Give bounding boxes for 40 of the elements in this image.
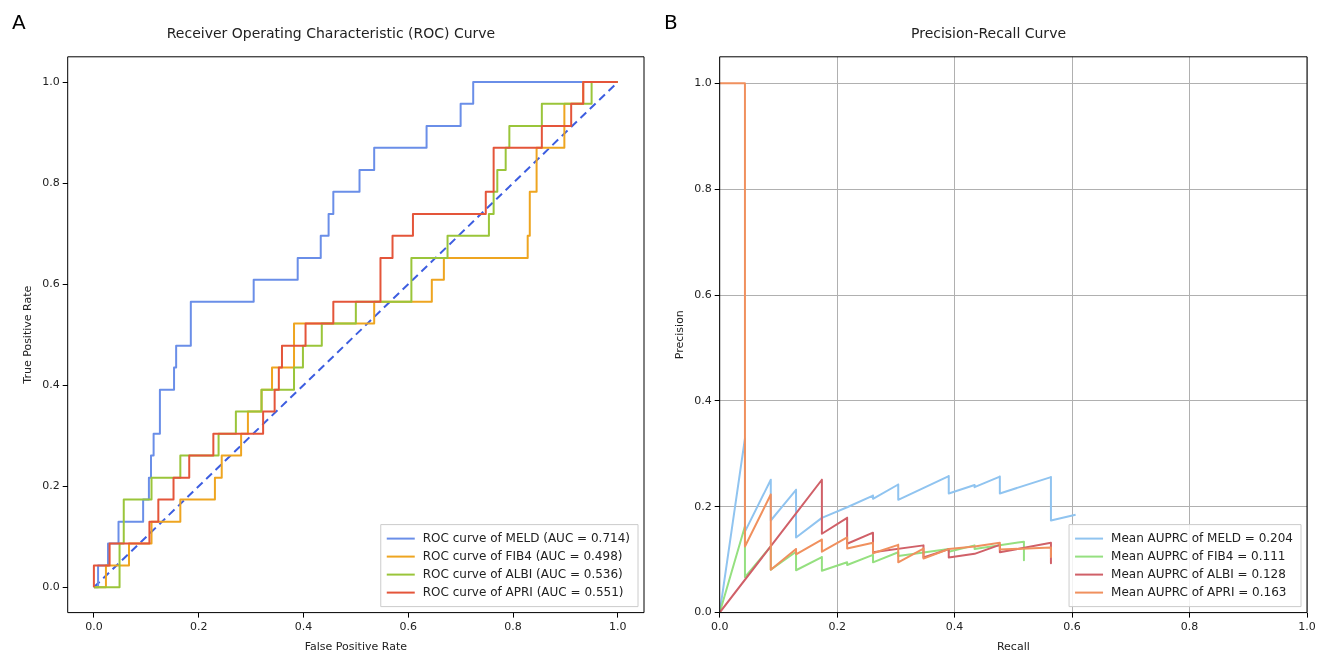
legend-label: ROC curve of MELD (AUC = 0.714) bbox=[422, 530, 631, 545]
x-tick-label: 0.0 bbox=[85, 620, 103, 634]
legend-label: ROC curve of ALBI (AUC = 0.536) bbox=[422, 566, 623, 581]
chart-title: Receiver Operating Characteristic (ROC) Curve bbox=[166, 25, 496, 42]
y-tick-label: 0.6 bbox=[42, 277, 60, 291]
y-tick-label: 1.0 bbox=[694, 76, 712, 90]
x-tick-label: 0.8 bbox=[1180, 620, 1199, 634]
legend-label: Mean AUPRC of ALBI = 0.128 bbox=[1111, 566, 1286, 581]
y-tick-label: 0.0 bbox=[42, 580, 60, 594]
legend-label: ROC curve of FIB4 (AUC = 0.498) bbox=[422, 548, 623, 563]
y-tick-label: 0.0 bbox=[694, 605, 712, 619]
y-tick-label: 0.4 bbox=[694, 393, 712, 407]
y-tick-label: 0.8 bbox=[42, 175, 60, 189]
x-tick-label: 0.0 bbox=[710, 620, 729, 634]
y-axis-title: Precision bbox=[673, 310, 687, 360]
y-tick-label: 0.6 bbox=[694, 287, 712, 301]
x-tick-label: 0.4 bbox=[945, 620, 964, 634]
x-tick-label: 0.8 bbox=[504, 620, 522, 634]
y-tick-label: 0.4 bbox=[42, 378, 60, 392]
x-axis-title: False Positive Rate bbox=[304, 640, 408, 654]
legend-label: Mean AUPRC of APRI = 0.163 bbox=[1111, 584, 1287, 599]
x-tick-label: 0.2 bbox=[828, 620, 846, 634]
x-tick-label: 0.6 bbox=[399, 620, 417, 634]
x-tick-label: 0.6 bbox=[1063, 620, 1081, 634]
legend-label: Mean AUPRC of FIB4 = 0.111 bbox=[1111, 548, 1286, 563]
chart-title: Precision-Recall Curve bbox=[910, 25, 1067, 42]
x-tick-label: 1.0 bbox=[1298, 620, 1316, 634]
x-axis-title: Recall bbox=[996, 640, 1030, 654]
legend-label: ROC curve of APRI (AUC = 0.551) bbox=[422, 584, 624, 599]
x-tick-label: 0.2 bbox=[189, 620, 208, 634]
text: A bbox=[12, 10, 26, 35]
y-tick-label: 0.8 bbox=[694, 181, 712, 195]
text: B bbox=[664, 10, 678, 35]
x-tick-label: 1.0 bbox=[609, 620, 627, 634]
x-tick-label: 0.4 bbox=[294, 620, 313, 634]
legend-label: Mean AUPRC of MELD = 0.204 bbox=[1111, 530, 1293, 545]
y-tick-label: 0.2 bbox=[42, 479, 60, 493]
y-axis-title: True Positive Rate bbox=[21, 285, 35, 385]
y-tick-label: 0.2 bbox=[694, 499, 712, 513]
y-tick-label: 1.0 bbox=[42, 74, 60, 88]
